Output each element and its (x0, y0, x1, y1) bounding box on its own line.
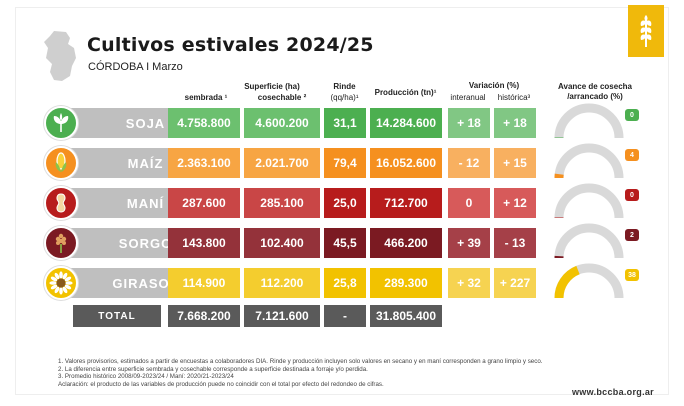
total-rinde: - (324, 305, 366, 327)
footnote-4: Aclaración: el producto de las variables… (58, 380, 384, 388)
cell-rinde: 31,1 (324, 108, 366, 138)
cell-rinde: 45,5 (324, 228, 366, 258)
gauge-track (554, 183, 624, 219)
gauge-badge: 2 (625, 229, 639, 241)
cell-rinde: 25,8 (324, 268, 366, 298)
cell-cosechable: 4.600.200 (244, 108, 320, 138)
gauge-badge: 38 (625, 269, 639, 281)
website-url: www.bccba.org.ar (572, 387, 654, 397)
header-avance-2: /arrancado (%) (567, 92, 623, 101)
corn-icon (44, 146, 78, 180)
cell-produccion: 289.300 (370, 268, 442, 298)
cell-cosechable: 285.100 (244, 188, 320, 218)
cell-interanual: + 32 (448, 268, 490, 298)
cell-cosechable: 102.400 (244, 228, 320, 258)
gauge-track (554, 103, 624, 139)
page-title: Cultivos estivales 2024/25 (87, 34, 374, 56)
cordoba-map-icon (44, 31, 76, 81)
cell-historica: - 13 (494, 228, 536, 258)
cell-historica: + 15 (494, 148, 536, 178)
cell-rinde: 25,0 (324, 188, 366, 218)
cell-produccion: 16.052.600 (370, 148, 442, 178)
cell-sembrada: 2.363.100 (168, 148, 240, 178)
peanut-icon (44, 186, 78, 220)
cell-sembrada: 143.800 (168, 228, 240, 258)
footnote-2: 2. La diferencia entre superficie sembra… (58, 365, 368, 373)
cell-sembrada: 287.600 (168, 188, 240, 218)
footnotes: 1. Valores provisorios, estimados a part… (58, 358, 543, 388)
header-rinde: Rinde (333, 82, 356, 91)
header-cosechable: cosechable ² (257, 93, 307, 102)
page-subtitle: CÓRDOBA I Marzo (88, 61, 183, 73)
cell-sembrada: 4.758.800 (168, 108, 240, 138)
footnote-1: 1. Valores provisorios, estimados a part… (58, 358, 543, 365)
header-historica: histórica³ (497, 93, 531, 102)
cell-sembrada: 114.900 (168, 268, 240, 298)
total-cosechable: 7.121.600 (244, 305, 320, 327)
cell-produccion: 466.200 (370, 228, 442, 258)
sorghum-icon (44, 226, 78, 260)
total-produccion: 31.805.400 (370, 305, 442, 327)
content-frame (15, 7, 669, 395)
footnote-3: 3. Promedio histórico 2008/09-2023/24 / … (58, 373, 234, 381)
header-avance-1: Avance de cosecha (558, 82, 632, 91)
cell-historica: + 12 (494, 188, 536, 218)
gauge-badge: 4 (625, 149, 639, 161)
gauge-track (554, 143, 624, 179)
cell-interanual: - 12 (448, 148, 490, 178)
header-superficie: Superficie (ha) (244, 82, 300, 91)
cell-cosechable: 2.021.700 (244, 148, 320, 178)
header-produccion: Producción (tn)¹ (374, 88, 437, 97)
gauge-badge: 0 (625, 189, 639, 201)
header-interanual: interanual (450, 93, 486, 102)
total-label: TOTAL (73, 305, 161, 327)
total-sembrada: 7.668.200 (168, 305, 240, 327)
cell-interanual: 0 (448, 188, 490, 218)
harvest-gauge (554, 143, 624, 179)
cell-historica: + 227 (494, 268, 536, 298)
cell-produccion: 712.700 (370, 188, 442, 218)
harvest-gauge (554, 263, 624, 299)
cell-produccion: 14.284.600 (370, 108, 442, 138)
header-sembrada: sembrada ¹ (184, 93, 228, 102)
cell-cosechable: 112.200 (244, 268, 320, 298)
gauge-track (554, 223, 624, 259)
gauge-badge: 0 (625, 109, 639, 121)
cell-interanual: + 18 (448, 108, 490, 138)
gauge-fill (554, 265, 580, 299)
harvest-gauge (554, 223, 624, 259)
cell-historica: + 18 (494, 108, 536, 138)
header-variacion: Variación (%) (468, 81, 520, 90)
cell-rinde: 79,4 (324, 148, 366, 178)
header-rinde-unit: (qq/ha)¹ (330, 93, 359, 102)
wheat-logo-icon (628, 5, 664, 57)
sunflower-icon (44, 266, 78, 300)
harvest-gauge (554, 183, 624, 219)
harvest-gauge (554, 103, 624, 139)
cell-interanual: + 39 (448, 228, 490, 258)
soy-leaf-icon (44, 106, 78, 140)
